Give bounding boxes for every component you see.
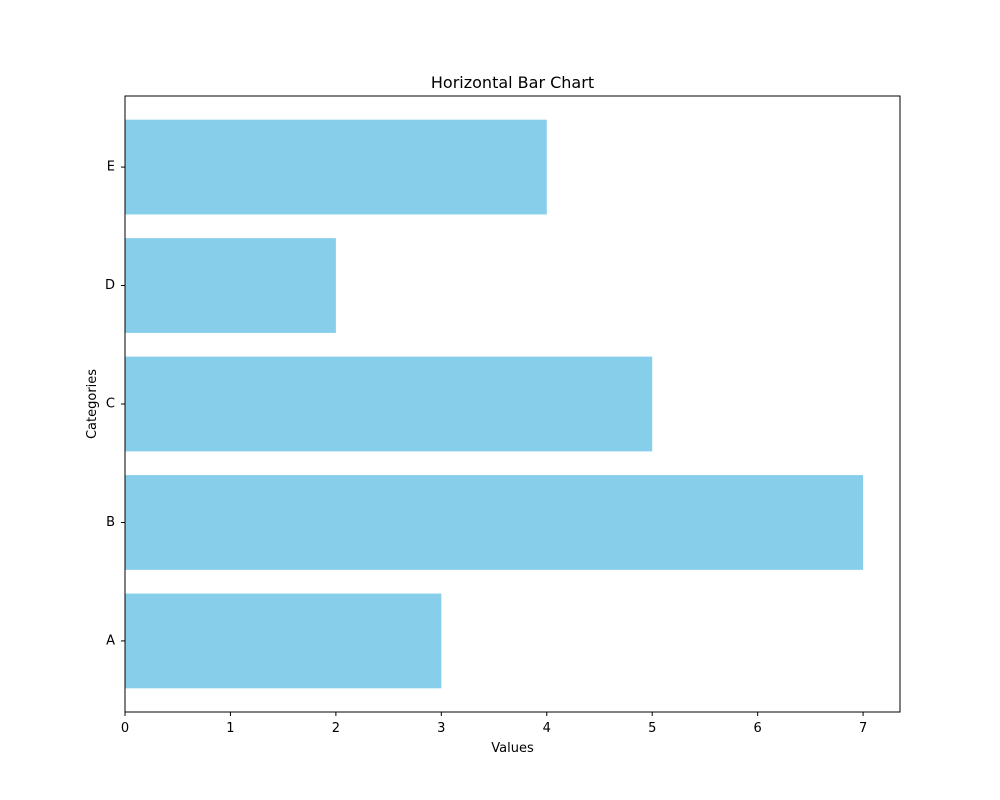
- x-tick-label-3: 3: [437, 721, 445, 736]
- x-tick-label-4: 4: [543, 721, 551, 736]
- bar-B: [125, 475, 863, 570]
- bar-C: [125, 357, 652, 452]
- chart-title: Horizontal Bar Chart: [431, 73, 594, 92]
- x-tick-label-0: 0: [121, 721, 129, 736]
- y-tick-label-D: D: [105, 278, 115, 293]
- x-tick-label-5: 5: [648, 721, 656, 736]
- bar-E: [125, 120, 547, 215]
- bar-A: [125, 594, 441, 689]
- y-tick-label-B: B: [106, 515, 115, 530]
- x-tick-label-2: 2: [332, 721, 340, 736]
- y-tick-label-A: A: [106, 633, 115, 648]
- x-axis-label: Values: [491, 741, 534, 756]
- x-tick-label-6: 6: [754, 721, 762, 736]
- y-tick-label-C: C: [106, 397, 115, 412]
- y-tick-label-E: E: [107, 160, 115, 175]
- bar-D: [125, 238, 336, 333]
- x-tick-label-7: 7: [859, 721, 867, 736]
- y-axis-label: Categories: [85, 369, 100, 439]
- x-tick-label-1: 1: [226, 721, 234, 736]
